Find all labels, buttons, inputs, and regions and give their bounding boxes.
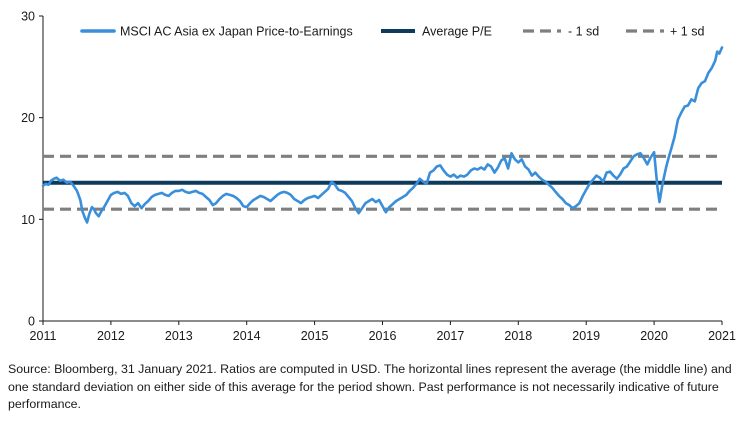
x-tick-label: 2014 [233, 329, 261, 343]
pe-series-group [41, 46, 724, 224]
legend-label-0: MSCI AC Asia ex Japan Price-to-Earnings [120, 25, 353, 39]
x-tick-label: 2012 [97, 329, 125, 343]
pe-series-line [41, 46, 724, 224]
chart-canvas: 0 10 20 30 2011 2012 2013 2014 2015 2016 2017 2018 2… [21, 10, 736, 344]
x-tick-label: 2016 [369, 329, 397, 343]
x-tick-label: 2018 [504, 329, 532, 343]
x-tick-label: 2015 [301, 329, 329, 343]
legend-label-1: Average P/E [422, 25, 492, 39]
y-tick-label: 10 [21, 213, 35, 227]
x-tick-label: 2011 [30, 329, 57, 343]
legend-label-2: - 1 sd [568, 25, 599, 39]
y-tick-label: 20 [21, 111, 35, 125]
x-tick-label: 2021 [708, 329, 736, 343]
y-tick-label: 30 [21, 10, 35, 24]
pe-ratio-chart: 0 10 20 30 2011 2012 2013 2014 2015 2016 2017 2018 2… [21, 10, 736, 344]
reference-lines-group [43, 154, 722, 211]
x-tick-label: 2020 [640, 329, 668, 343]
legend-label-3: + 1 sd [670, 25, 704, 39]
legend: MSCI AC Asia ex Japan Price-to-Earnings A… [80, 25, 704, 39]
axes-group: 0 10 20 30 2011 2012 2013 2014 2015 2016 2017 2018 2… [21, 10, 736, 344]
x-tick-label: 2017 [436, 329, 464, 343]
x-tick-label: 2019 [572, 329, 600, 343]
y-tick-label: 0 [28, 315, 35, 329]
x-tick-label: 2013 [165, 329, 193, 343]
source-note: Source: Bloomberg, 31 January 2021. Rati… [8, 362, 732, 411]
